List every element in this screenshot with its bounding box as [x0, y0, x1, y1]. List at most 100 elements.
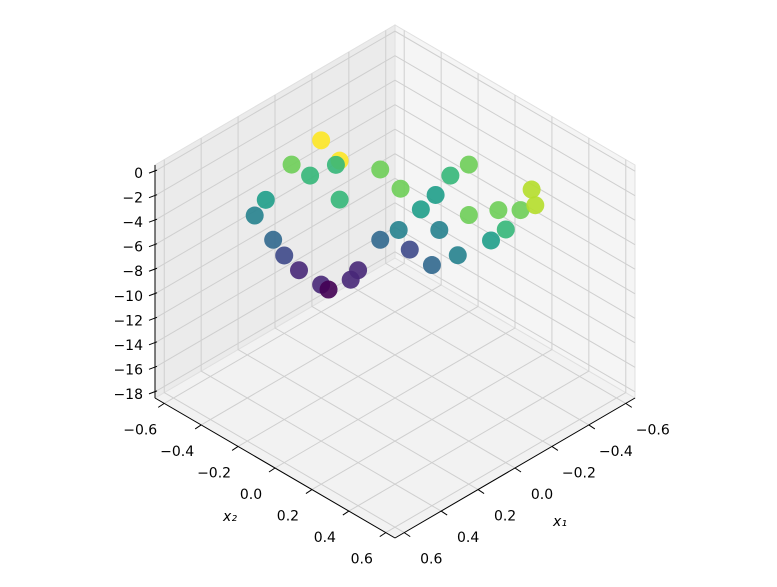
z-tick-label: −2 — [122, 191, 143, 207]
grid-line — [237, 73, 479, 447]
y-tick-label: −0.2 — [197, 465, 231, 481]
y-tick-label: −0.6 — [123, 422, 157, 438]
z-tick-label: −18 — [113, 387, 143, 403]
y-tick-label: 0.4 — [314, 530, 336, 546]
x-axis-line — [394, 397, 636, 539]
z-tick — [148, 365, 158, 370]
grid-line — [154, 30, 636, 172]
x-tick — [588, 424, 596, 430]
grid-line — [311, 73, 553, 447]
grid-line — [154, 177, 636, 319]
z-tick — [148, 292, 158, 297]
point — [430, 220, 449, 239]
grid-line — [274, 95, 516, 469]
point — [264, 230, 283, 249]
z-tick — [148, 267, 158, 272]
grid-line — [274, 95, 516, 469]
point — [245, 206, 264, 225]
point — [326, 155, 345, 174]
x-axis-label: x₁ — [552, 514, 567, 530]
grid-line — [385, 159, 627, 534]
x-tick — [514, 467, 522, 473]
z-tick — [148, 243, 158, 248]
x-tick — [403, 532, 411, 538]
points — [245, 131, 545, 299]
x-tick — [551, 446, 559, 451]
y-tick — [231, 446, 239, 451]
grid-line — [154, 55, 636, 197]
point — [301, 166, 320, 185]
y-tick — [268, 467, 276, 473]
z-tick-label: −12 — [113, 313, 143, 329]
z-tick — [148, 194, 158, 199]
grid-line — [163, 159, 405, 534]
point — [371, 230, 390, 249]
y-tick-label: 0.6 — [351, 552, 373, 568]
point — [389, 220, 408, 239]
grid-line — [200, 51, 442, 426]
point — [330, 190, 349, 209]
x-tick — [440, 510, 448, 516]
z-tick — [148, 390, 158, 395]
z-tick-label: −8 — [122, 264, 143, 280]
y-tick — [305, 489, 313, 494]
z-tick — [148, 341, 158, 346]
grid-line — [200, 138, 442, 512]
point — [496, 220, 515, 239]
y-tick — [157, 402, 165, 408]
axes-panes — [154, 24, 636, 539]
grid-line — [163, 30, 405, 404]
point — [459, 155, 478, 174]
grid-line — [237, 116, 479, 490]
grid-line — [154, 202, 636, 344]
point — [371, 160, 390, 179]
grid-line — [154, 128, 636, 270]
z-tick-label: −16 — [113, 362, 143, 378]
z-tick — [148, 218, 158, 223]
y-tick-label: −0.4 — [160, 444, 194, 460]
grid — [154, 30, 636, 534]
z-tick — [148, 316, 158, 321]
point — [441, 166, 460, 185]
point — [459, 206, 478, 225]
grid-line — [154, 104, 636, 246]
point — [256, 190, 275, 209]
point — [275, 246, 294, 265]
point — [411, 200, 430, 219]
y-axis-label: x₂ — [222, 509, 237, 525]
point — [482, 231, 500, 250]
x-tick — [625, 402, 633, 408]
point — [290, 261, 308, 280]
z-tick — [148, 169, 158, 174]
grid-line — [154, 251, 636, 393]
point — [312, 131, 331, 150]
point — [426, 185, 445, 204]
z-tick-label: −14 — [113, 338, 143, 354]
grid-line — [348, 138, 590, 512]
z-tick-label: −10 — [113, 289, 143, 305]
grid-line — [154, 79, 636, 221]
point — [448, 246, 467, 265]
x-tick — [477, 489, 485, 494]
y-tick-label: 0.2 — [277, 509, 299, 525]
point — [422, 256, 441, 275]
point — [282, 155, 301, 174]
point — [526, 196, 545, 215]
point — [319, 280, 338, 299]
z-tick-label: −6 — [122, 240, 143, 256]
z-tick-label: −4 — [122, 215, 143, 231]
x-tick-label: 0.6 — [420, 552, 442, 568]
x-tick-label: −0.4 — [599, 444, 633, 460]
grid-line — [311, 116, 553, 490]
y-tick — [194, 424, 202, 430]
point — [400, 240, 419, 259]
x-tick-label: −0.2 — [562, 465, 596, 481]
y-axis-line — [154, 397, 396, 539]
axes: −0.6−0.4−0.20.00.20.40.6−0.6−0.4−0.20.00… — [113, 165, 670, 568]
z-tick-label: 0 — [134, 166, 143, 182]
point — [489, 201, 508, 220]
point — [511, 201, 530, 220]
point — [391, 179, 410, 198]
x-tick-label: 0.4 — [457, 530, 479, 546]
